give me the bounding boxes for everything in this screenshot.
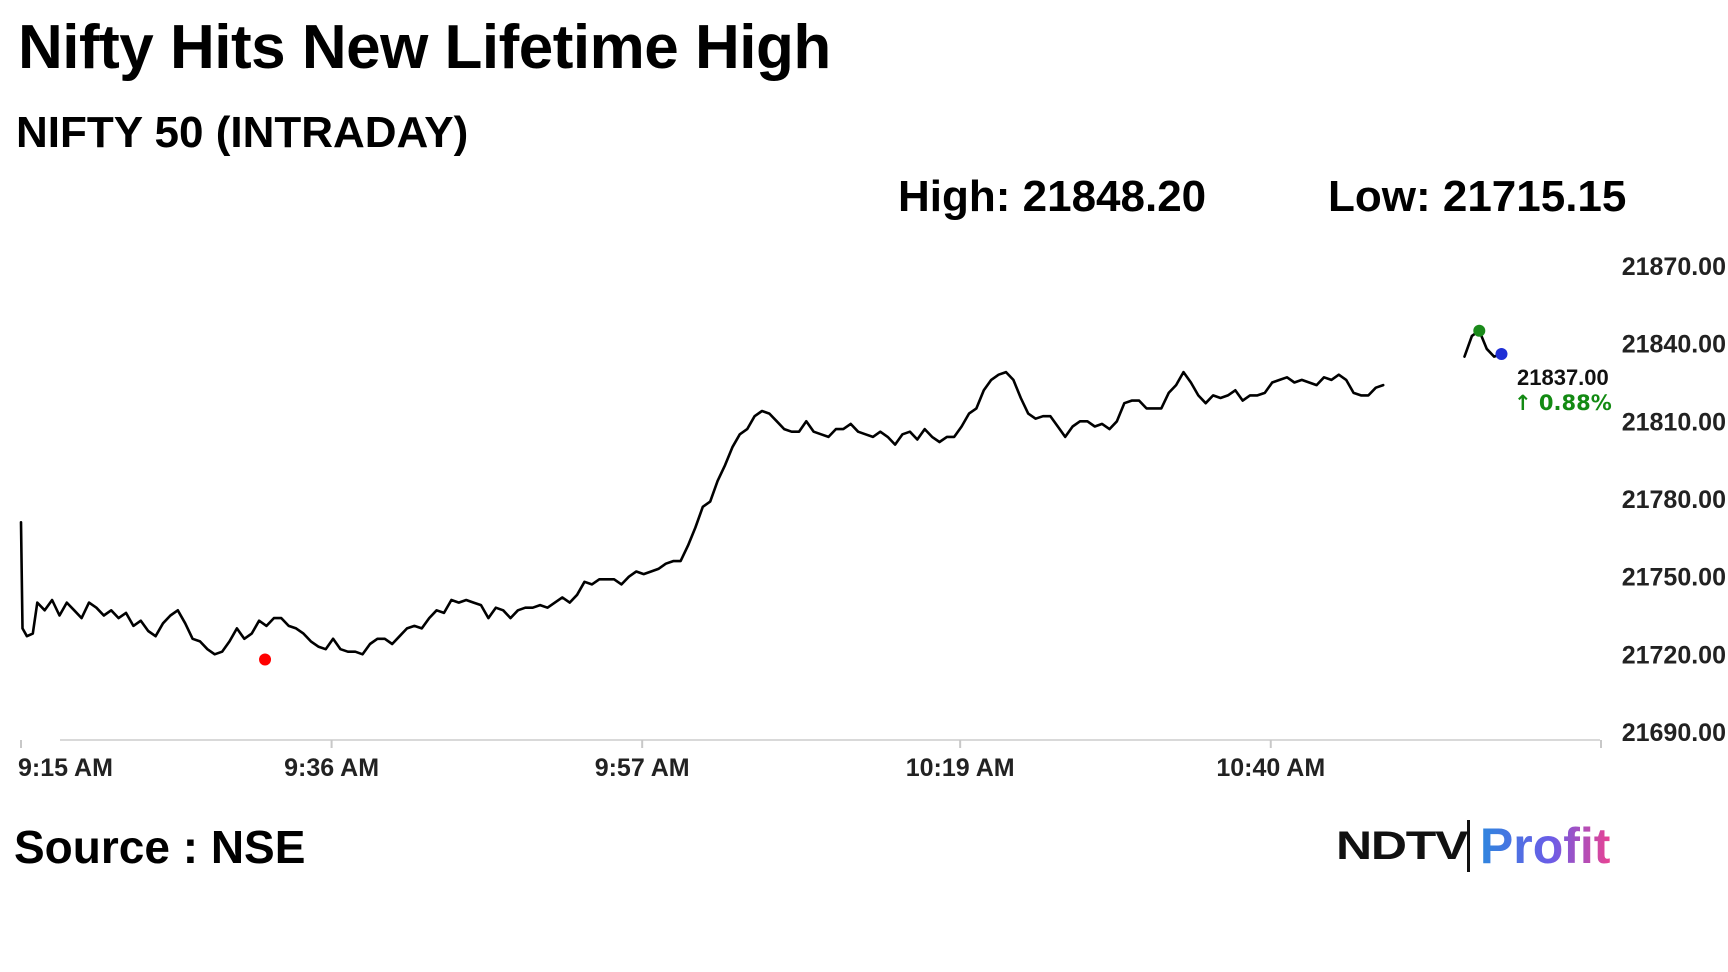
- axis-layer: [20, 739, 1602, 748]
- last-value-marker: [1495, 348, 1508, 361]
- y-tick-label: 21720.00: [1622, 641, 1726, 669]
- x-tick-label: 9:57 AM: [595, 754, 690, 782]
- x-tick-label: 9:15 AM: [18, 754, 113, 782]
- high-value: High: 21848.20: [898, 172, 1207, 221]
- low-value: Low: 21715.15: [1328, 172, 1627, 221]
- logo-product: Profit: [1479, 818, 1611, 874]
- chart-subtitle: NIFTY 50 (INTRADAY): [16, 108, 469, 157]
- x-tick-label: 9:36 AM: [284, 754, 379, 782]
- logo-brand: NDTV: [1336, 823, 1468, 868]
- change-percent-label: ↑ 0.88%: [1514, 391, 1612, 415]
- low-marker: [259, 653, 272, 666]
- y-tick-label: 21690.00: [1622, 719, 1726, 747]
- ndtv-profit-logo: NDTV Profit: [1336, 818, 1610, 874]
- series-line-1: [19, 370, 1385, 656]
- y-tick-label: 21870.00: [1622, 253, 1726, 281]
- logo-divider: [1466, 820, 1470, 872]
- y-tick-label: 21810.00: [1622, 408, 1726, 436]
- series-layer: [19, 329, 1503, 656]
- y-tick-label: 21840.00: [1622, 331, 1726, 359]
- series-line-2: [1463, 329, 1503, 358]
- last-value-label: 21837.00: [1517, 365, 1609, 390]
- x-tick-label: 10:40 AM: [1216, 754, 1325, 782]
- y-tick-label: 21750.00: [1622, 564, 1726, 592]
- high-marker: [1473, 324, 1486, 337]
- label-layer: 9:15 AM 9:36 AM 9:57 AM 10:19 AM 10:40 AM 218…: [18, 253, 1726, 782]
- x-tick-label: 10:19 AM: [906, 754, 1015, 782]
- headline: Nifty Hits New Lifetime High: [18, 13, 831, 82]
- source-note: Source : NSE: [14, 821, 306, 873]
- y-tick-label: 21780.00: [1622, 486, 1726, 514]
- marker-layer: [259, 324, 1508, 666]
